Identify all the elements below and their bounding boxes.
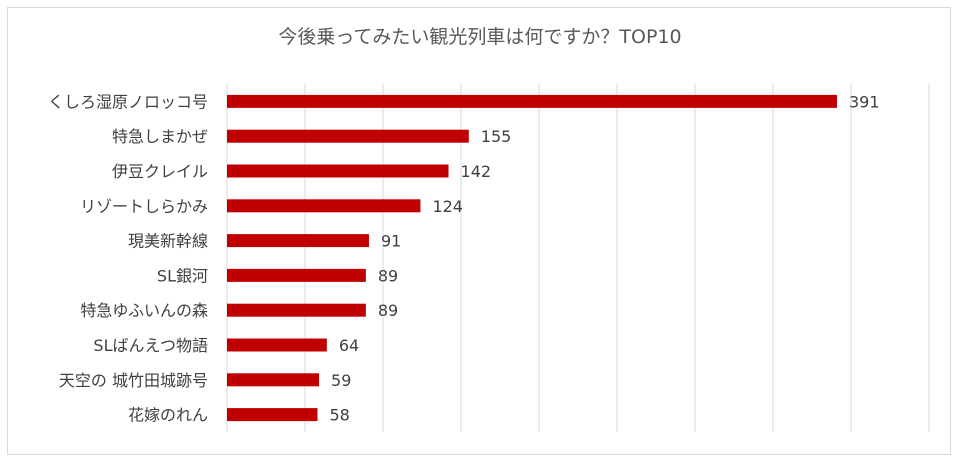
bar xyxy=(227,373,320,387)
bar xyxy=(227,338,327,352)
value-label: 64 xyxy=(339,336,359,355)
category-label: 現美新幹線 xyxy=(128,232,208,251)
bar xyxy=(227,164,449,178)
value-label: 155 xyxy=(481,127,512,146)
value-label: 391 xyxy=(849,92,880,111)
value-label: 124 xyxy=(432,197,463,216)
bar xyxy=(227,303,366,317)
value-label: 58 xyxy=(329,406,349,425)
bar xyxy=(227,199,421,213)
category-label: 天空の 城竹田城跡号 xyxy=(59,371,208,390)
category-label: 伊豆クレイル xyxy=(112,162,208,181)
category-label: 花嫁のれん xyxy=(128,406,208,425)
chart-title: 今後乗ってみたい観光列車は何ですか？TOP10 xyxy=(278,26,682,48)
value-label: 89 xyxy=(378,266,398,285)
category-label: 特急ゆふいんの森 xyxy=(80,301,208,320)
category-label: くしろ湿原ノロッコ号 xyxy=(48,92,208,111)
category-label: SL銀河 xyxy=(157,266,208,285)
value-label: 89 xyxy=(378,301,398,320)
bar xyxy=(227,94,837,108)
chart-frame xyxy=(7,7,951,455)
category-label: SLばんえつ物語 xyxy=(93,336,208,355)
value-label: 91 xyxy=(381,232,401,251)
category-label: 特急しまかぜ xyxy=(112,127,208,146)
value-label: 59 xyxy=(331,371,351,390)
bar xyxy=(227,129,469,143)
value-label: 142 xyxy=(461,162,492,181)
bar xyxy=(227,268,366,282)
bar xyxy=(227,408,318,422)
bar xyxy=(227,234,369,248)
category-label: リゾートしらかみ xyxy=(80,197,208,216)
